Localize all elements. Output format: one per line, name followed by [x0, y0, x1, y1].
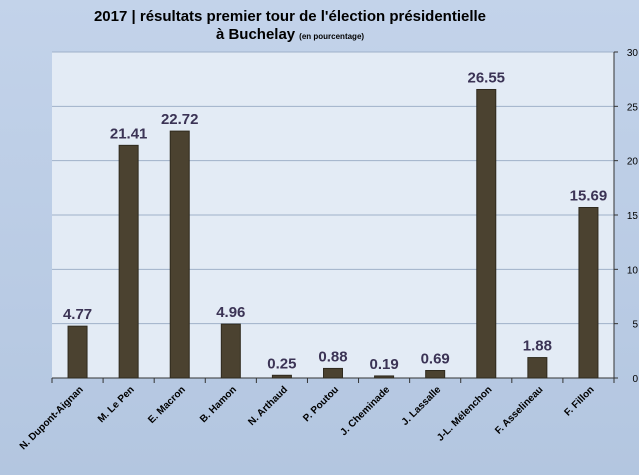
bar	[425, 370, 446, 379]
data-label: 21.41	[110, 125, 148, 142]
y-tick-label: 15	[627, 211, 639, 222]
y-tick-label: 30	[627, 48, 639, 59]
data-label: 0.19	[369, 356, 398, 373]
x-tick-label: J. Lassalle	[400, 384, 444, 428]
data-label: 0.88	[318, 348, 347, 365]
x-tick-label: E. Macron	[146, 384, 188, 426]
chart-title-line2: à Buchelay (en pourcentage)	[40, 26, 540, 46]
data-label: 0.69	[421, 351, 450, 368]
bar	[271, 374, 292, 379]
x-tick-label: F. Asselineau	[493, 384, 545, 436]
x-tick-label: J. Cheminade	[338, 384, 392, 438]
data-label: 1.88	[523, 338, 552, 355]
data-label: 0.25	[267, 355, 296, 372]
data-label: 15.69	[570, 188, 608, 205]
y-tick-label: 25	[627, 102, 639, 113]
bar	[476, 88, 497, 379]
bar	[374, 375, 395, 379]
x-tick-label: F. Fillon	[562, 384, 596, 418]
data-label: 4.96	[216, 304, 245, 321]
y-tick-label: 5	[632, 320, 638, 331]
x-tick-label: M. Le Pen	[96, 384, 137, 425]
bar	[118, 144, 139, 379]
x-tick-label: P. Poutou	[301, 384, 341, 424]
data-label: 26.55	[467, 69, 505, 86]
chart-title: 2017 | résultats premier tour de l'élect…	[93, 8, 487, 25]
chart-title-block: 2017 | résultats premier tour de l'élect…	[40, 8, 540, 46]
bar	[323, 367, 343, 379]
x-tick-label: B. Hamon	[198, 384, 239, 425]
y-tick-label: 20	[627, 157, 639, 168]
chart-subtitle: (en pourcentage)	[299, 32, 365, 41]
data-label: 4.77	[63, 306, 92, 323]
x-tick-label: N. Dupont-Aignan	[18, 384, 86, 452]
chart-title-location: à Buchelay	[215, 26, 296, 43]
bar	[578, 207, 599, 379]
bar	[169, 130, 190, 379]
bar	[67, 325, 88, 379]
x-tick-label: J-L. Mélenchon	[435, 384, 494, 443]
y-tick-label: 0	[632, 374, 638, 385]
x-tick-label: N. Arthaud	[246, 384, 290, 428]
y-tick-label: 10	[627, 265, 639, 276]
bar	[527, 357, 548, 379]
bar	[220, 323, 241, 379]
data-label: 22.72	[161, 111, 199, 128]
